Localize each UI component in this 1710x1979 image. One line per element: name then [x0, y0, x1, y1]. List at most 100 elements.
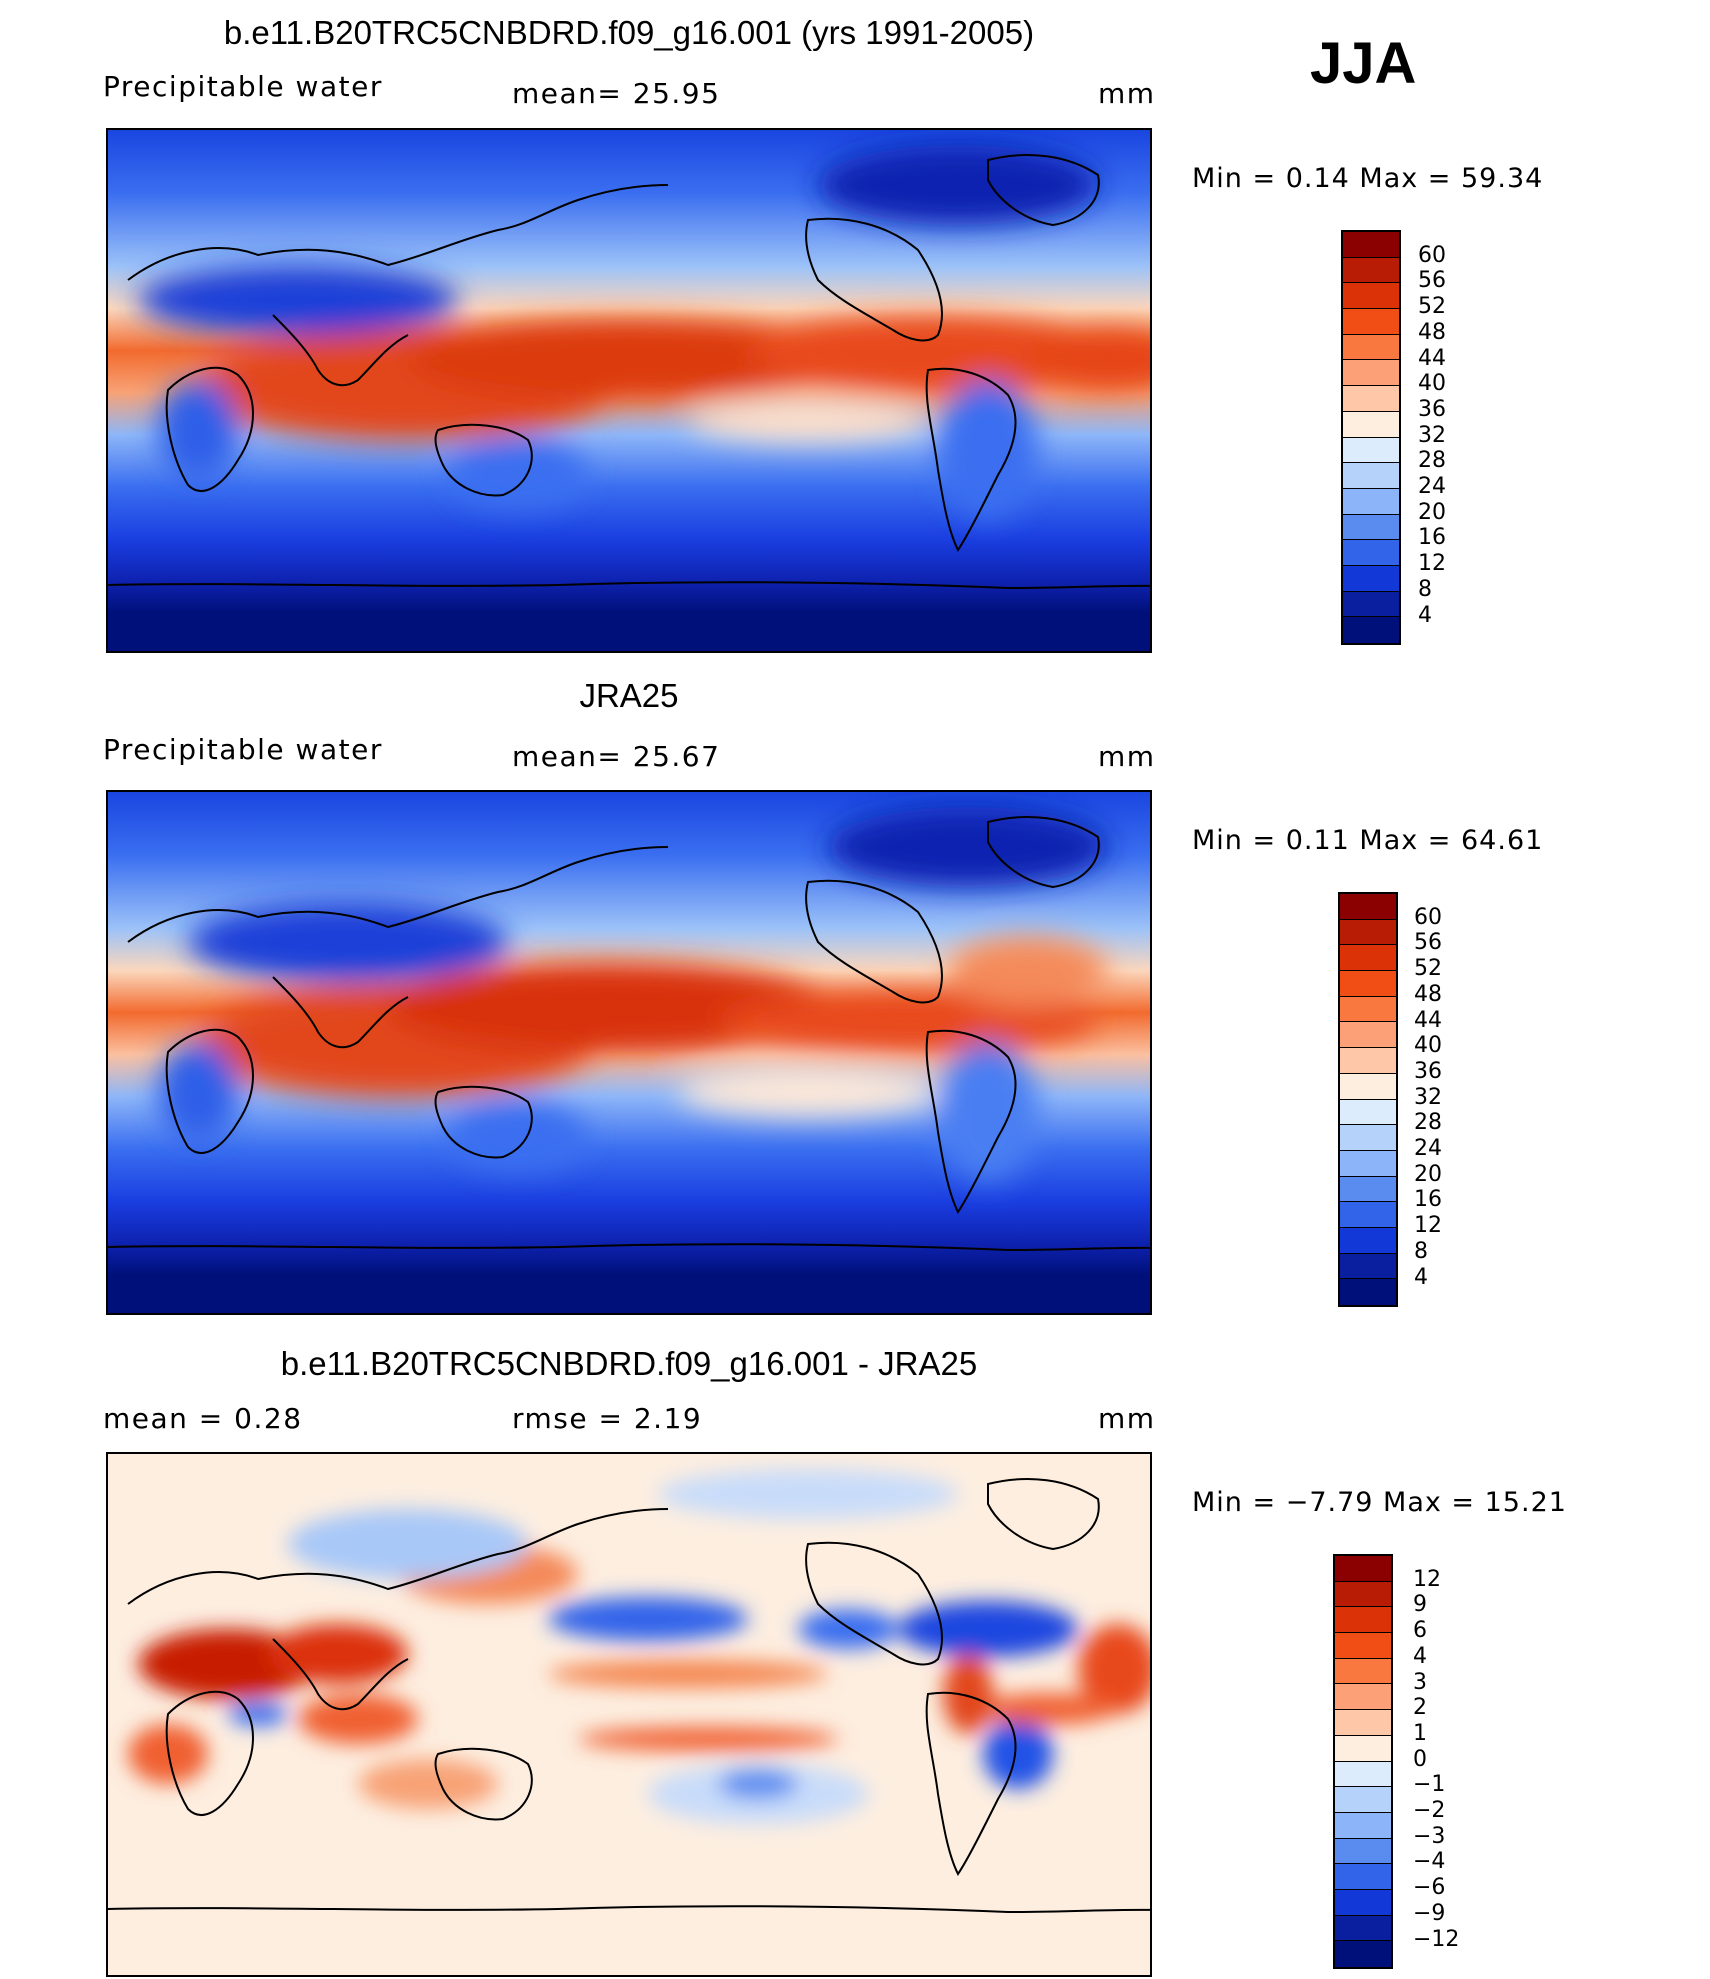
colorbar-cell [1343, 514, 1399, 541]
colorbar-level-label: 20 [1414, 1161, 1442, 1187]
colorbar-level-label: 32 [1414, 1084, 1442, 1110]
panel-1-map-graphic [108, 130, 1150, 651]
colorbar-level-label: 16 [1418, 525, 1446, 551]
colorbar-cell [1343, 232, 1399, 258]
colorbar-level-label: 24 [1418, 474, 1446, 499]
colorbar-cell [1343, 334, 1399, 361]
colorbar-level-label: 2 [1413, 1695, 1427, 1721]
colorbar-level-label: −4 [1413, 1849, 1446, 1875]
colorbar-level-label: −12 [1413, 1926, 1460, 1952]
colorbar-cell [1340, 1125, 1396, 1151]
panel-3-rmse-label: rmse = 2.19 [512, 1402, 703, 1435]
colorbar-level-label: 9 [1413, 1592, 1427, 1618]
colorbar-level-label: 48 [1418, 319, 1446, 345]
colorbar-cell [1340, 894, 1396, 920]
colorbar-level-label: 3 [1413, 1669, 1427, 1695]
panel-3-map-graphic [108, 1454, 1150, 1975]
colorbar-cell [1343, 565, 1399, 592]
colorbar-cell [1335, 1556, 1391, 1582]
colorbar-level-label: 48 [1414, 981, 1442, 1007]
colorbar-level-label: −9 [1413, 1900, 1446, 1926]
colorbar-cell [1340, 1279, 1396, 1305]
colorbar-cell [1343, 386, 1399, 412]
panel-2-title: JRA25 [579, 677, 679, 714]
colorbar-level-label: −2 [1413, 1798, 1446, 1823]
colorbar-level-label: 52 [1414, 956, 1442, 982]
colorbar-cell [1335, 1684, 1391, 1711]
colorbar-level-label: 1 [1413, 1720, 1427, 1746]
colorbar-level-label: 60 [1414, 904, 1442, 930]
colorbar-cell [1335, 1915, 1391, 1942]
colorbar-cell [1335, 1941, 1391, 1967]
colorbar-level-label: 40 [1418, 371, 1446, 397]
colorbar-level-label: 0 [1413, 1746, 1427, 1772]
colorbar-cell [1340, 1022, 1396, 1049]
colorbar-cell [1340, 1253, 1396, 1280]
colorbar-level-label: 60 [1418, 242, 1446, 268]
colorbar-cell [1343, 617, 1399, 643]
colorbar-cell [1335, 1710, 1391, 1736]
colorbar-cell [1343, 283, 1399, 310]
colorbar-cell [1335, 1761, 1391, 1788]
colorbar-level-label: 16 [1414, 1187, 1442, 1213]
colorbar-level-label: 52 [1418, 294, 1446, 320]
colorbar-level-label: 56 [1414, 930, 1442, 956]
panel-3-map [106, 1452, 1152, 1977]
panel-3-colorbar [1333, 1554, 1393, 1969]
panel-2-mean-label: mean= 25.67 [512, 740, 721, 773]
colorbar-cell [1343, 257, 1399, 284]
colorbar-level-label: 8 [1418, 576, 1432, 602]
colorbar-cell [1343, 360, 1399, 387]
colorbar-cell [1343, 437, 1399, 464]
panel-1-title: b.e11.B20TRC5CNBDRD.f09_g16.001 (yrs 199… [223, 14, 1035, 51]
panel-1-minmax: Min = 0.14 Max = 59.34 [1192, 163, 1544, 194]
panel-1-variable-label: Precipitable water [103, 70, 383, 103]
colorbar-cell [1335, 1889, 1391, 1916]
colorbar-level-label: 36 [1414, 1058, 1442, 1084]
panel-1-mean-label: mean= 25.95 [512, 77, 721, 110]
colorbar-cell [1340, 1202, 1396, 1228]
colorbar-level-label: 44 [1414, 1007, 1442, 1033]
colorbar-level-label: 4 [1413, 1643, 1427, 1669]
colorbar-cell [1343, 309, 1399, 335]
colorbar-level-label: 8 [1414, 1238, 1428, 1264]
colorbar-level-label: 56 [1418, 268, 1446, 294]
colorbar-cell [1335, 1581, 1391, 1608]
colorbar-cell [1343, 463, 1399, 489]
panel-3-title: b.e11.B20TRC5CNBDRD.f09_g16.001 - JRA25 [280, 1345, 978, 1382]
panel-2-minmax: Min = 0.11 Max = 64.61 [1192, 825, 1544, 856]
colorbar-cell [1340, 1176, 1396, 1203]
season-label: JJA [1310, 31, 1417, 96]
colorbar-level-label: 4 [1418, 602, 1432, 628]
colorbar-cell [1335, 1787, 1391, 1813]
colorbar-cell [1335, 1735, 1391, 1762]
panel-2-map [106, 790, 1152, 1315]
colorbar-cell [1340, 1227, 1396, 1254]
colorbar-cell [1335, 1838, 1391, 1865]
panel-3-mean-label: mean = 0.28 [103, 1402, 303, 1435]
colorbar-level-label: 12 [1418, 551, 1446, 577]
colorbar-level-label: 12 [1414, 1213, 1442, 1239]
panel-2-units: mm [1098, 740, 1156, 773]
colorbar-level-label: 28 [1414, 1110, 1442, 1136]
colorbar-cell [1340, 1048, 1396, 1074]
panel-2-variable-label: Precipitable water [103, 733, 383, 766]
colorbar-cell [1335, 1658, 1391, 1685]
colorbar-level-label: 44 [1418, 345, 1446, 371]
colorbar-level-label: −6 [1413, 1875, 1446, 1901]
panel-3-minmax: Min = −7.79 Max = 15.21 [1192, 1487, 1567, 1518]
panel-2-colorbar [1338, 892, 1398, 1307]
colorbar-cell [1335, 1812, 1391, 1839]
colorbar-level-label: −3 [1413, 1823, 1446, 1849]
colorbar-cell [1340, 971, 1396, 997]
panel-3-units: mm [1098, 1402, 1156, 1435]
colorbar-cell [1340, 1150, 1396, 1177]
colorbar-level-label: −1 [1413, 1772, 1446, 1798]
colorbar-level-label: 4 [1414, 1264, 1428, 1290]
colorbar-level-label: 36 [1418, 396, 1446, 422]
colorbar-level-label: 24 [1414, 1136, 1442, 1161]
colorbar-level-label: 6 [1413, 1618, 1427, 1644]
colorbar-level-label: 12 [1413, 1566, 1441, 1592]
colorbar-level-label: 28 [1418, 448, 1446, 474]
colorbar-cell [1335, 1864, 1391, 1890]
